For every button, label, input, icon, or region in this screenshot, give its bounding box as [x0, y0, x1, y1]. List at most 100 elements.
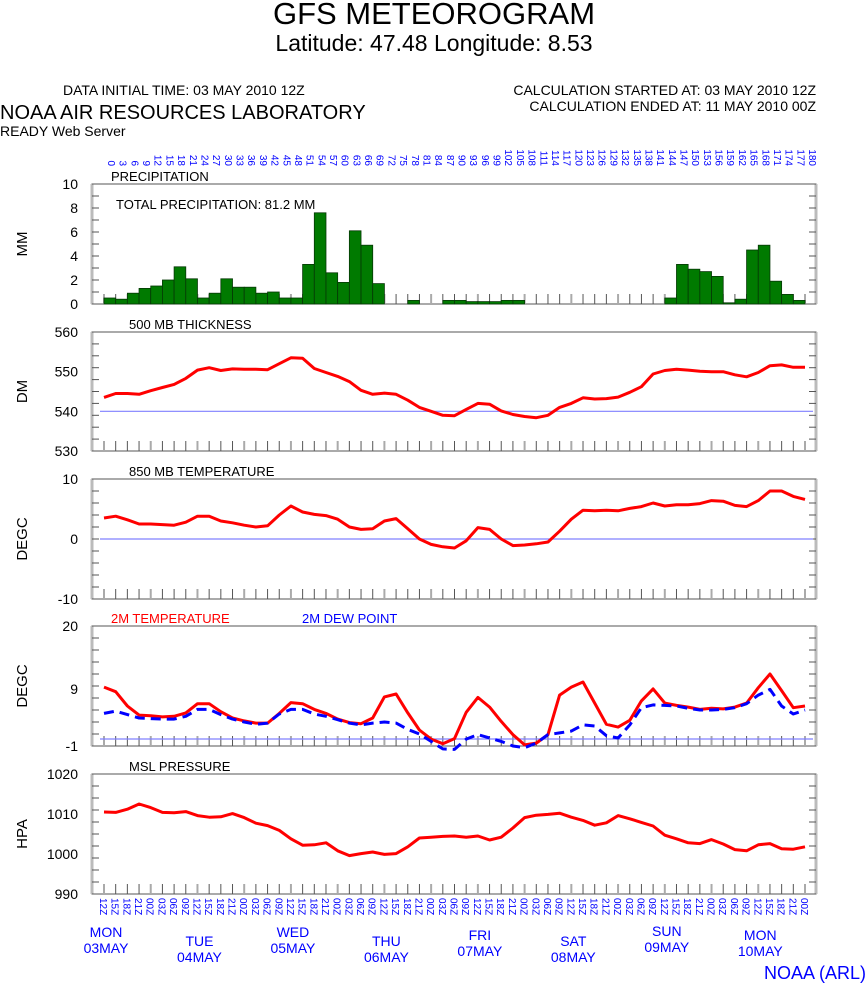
time-label: 03Z — [623, 898, 634, 915]
forecast-hour-label: 105 — [514, 149, 525, 166]
forecast-hour-label: 39 — [257, 155, 268, 167]
y-tick-label: 9 — [70, 681, 78, 697]
precip-bar — [185, 278, 198, 305]
time-label: 09Z — [179, 898, 190, 915]
time-label: 00Z — [237, 898, 248, 915]
time-label: 03Z — [342, 898, 353, 915]
forecast-hour-label: 123 — [584, 149, 595, 166]
day-name: SAT — [560, 933, 587, 949]
time-label: 00Z — [798, 898, 809, 915]
series-line — [103, 672, 806, 747]
time-label: 00Z — [331, 898, 342, 915]
precip-bar — [781, 293, 794, 305]
forecast-hour-label: 24 — [198, 155, 209, 167]
forecast-hour-label: 108 — [526, 149, 537, 166]
precip-bar — [465, 301, 479, 305]
time-label: 21Z — [786, 898, 797, 915]
forecast-hour-label: 93 — [467, 155, 478, 167]
forecast-hour-label: 6 — [128, 160, 139, 166]
precip-bar — [126, 292, 140, 305]
time-label: 18Z — [214, 898, 225, 915]
precip-bar — [360, 244, 374, 305]
time-label: 12Z — [97, 898, 108, 915]
forecast-hour-label: 72 — [385, 155, 396, 167]
forecast-hour-label: 117 — [561, 150, 572, 166]
forecast-hour-label: 150 — [689, 149, 700, 166]
y-axis-label: HPA — [14, 819, 31, 849]
time-label: 15Z — [109, 898, 120, 915]
precip-bar — [162, 279, 175, 305]
precip-bar — [372, 283, 385, 305]
forecast-hour-label: 147 — [677, 149, 688, 166]
time-label: 09Z — [366, 898, 377, 915]
time-label: 18Z — [307, 898, 318, 915]
time-label: 00Z — [424, 898, 435, 915]
forecast-hour-label: 144 — [666, 149, 677, 166]
forecast-hour-label: 69 — [374, 155, 385, 167]
dew-point-line — [103, 687, 806, 751]
forecast-hour-label: 165 — [748, 149, 759, 166]
time-label: 00Z — [611, 898, 622, 915]
panel-title: MSL PRESSURE — [129, 759, 231, 774]
forecast-hour-label: 153 — [701, 149, 712, 166]
precip-bar — [711, 275, 724, 305]
day-date: 05MAY — [270, 940, 316, 956]
precip-bar — [197, 297, 210, 305]
legend-2m-temperature: 2M TEMPERATURE — [111, 611, 230, 626]
time-label: 09Z — [740, 898, 751, 915]
time-label: 03Z — [529, 898, 540, 915]
time-label: 12Z — [284, 898, 295, 915]
time-label: 21Z — [506, 898, 517, 915]
forecast-hour-label: 156 — [713, 149, 724, 166]
precip-bar — [512, 299, 526, 305]
forecast-hour-label: 174 — [783, 149, 794, 166]
precip-bar — [302, 263, 315, 305]
time-label: 12Z — [658, 898, 669, 915]
precip-bar — [208, 292, 222, 305]
forecast-hour-label: 84 — [432, 155, 443, 167]
forecast-hour-label: 42 — [269, 155, 280, 167]
y-tick-label: 0 — [70, 531, 78, 547]
time-label: 09Z — [646, 898, 657, 915]
precip-bar — [454, 299, 467, 305]
day-date: 03MAY — [84, 940, 130, 956]
precip-bar — [325, 272, 339, 305]
y-tick-label: 540 — [55, 403, 79, 419]
forecast-hour-label: 51 — [304, 155, 315, 167]
forecast-hour-label: 0 — [105, 160, 116, 166]
time-label: 18Z — [494, 898, 505, 915]
series-line — [103, 356, 805, 420]
forecast-hour-label: 129 — [607, 149, 618, 166]
day-name: FRI — [469, 927, 492, 943]
time-label: 15Z — [576, 898, 587, 915]
day-name: THU — [372, 933, 401, 949]
precip-bar — [150, 285, 163, 305]
day-date: 06MAY — [364, 949, 410, 965]
y-tick-label: 8 — [70, 200, 78, 216]
precip-bar — [138, 287, 152, 305]
precip-bar — [348, 230, 362, 305]
forecast-hour-label: 57 — [327, 155, 338, 167]
y-tick-label: 550 — [55, 364, 79, 380]
legend-2m-dew-point: 2M DEW POINT — [302, 611, 397, 626]
time-label: 09Z — [459, 898, 470, 915]
forecast-hour-label: 141 — [654, 149, 665, 166]
day-name: MON — [90, 924, 123, 940]
forecast-hour-label: 159 — [724, 149, 735, 166]
precip-bar — [687, 268, 701, 305]
time-label: 21Z — [412, 898, 423, 915]
location-subtitle: Latitude: 47.48 Longitude: 8.53 — [275, 30, 593, 56]
calculation-started: CALCULATION STARTED AT: 03 MAY 2010 12Z — [513, 82, 816, 98]
time-label: 09Z — [553, 898, 564, 915]
time-label: 06Z — [261, 898, 272, 915]
precip-bar — [115, 298, 128, 305]
precip-bar — [769, 280, 783, 305]
time-label: 03Z — [155, 898, 166, 915]
forecast-hour-label: 81 — [420, 155, 431, 167]
precip-bar — [290, 297, 304, 305]
precip-bar — [232, 286, 245, 305]
time-label: 18Z — [120, 898, 131, 915]
forecast-hour-label: 135 — [631, 149, 642, 166]
y-tick-label: 20 — [62, 618, 78, 634]
forecast-hour-label: 15 — [163, 155, 174, 167]
